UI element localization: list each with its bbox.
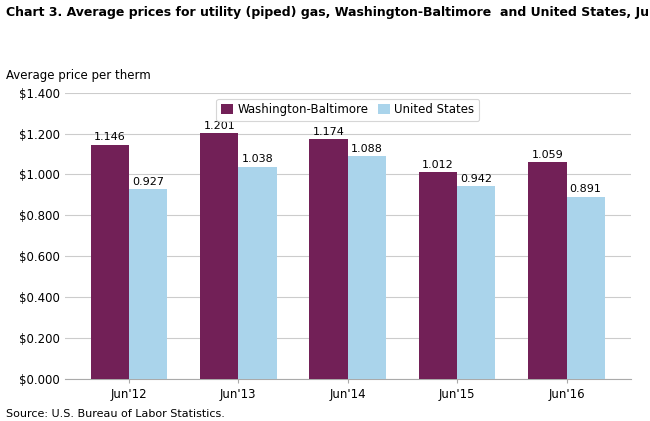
Text: Chart 3. Average prices for utility (piped) gas, Washington-Baltimore  and Unite: Chart 3. Average prices for utility (pip… <box>6 6 650 19</box>
Bar <box>567 197 604 379</box>
Text: Source: U.S. Bureau of Labor Statistics.: Source: U.S. Bureau of Labor Statistics. <box>6 409 226 419</box>
Bar <box>419 172 457 379</box>
Bar <box>91 144 129 379</box>
Text: Average price per therm: Average price per therm <box>6 69 151 82</box>
Bar <box>457 186 495 379</box>
Bar <box>239 167 277 379</box>
Bar <box>129 189 167 379</box>
Text: 1.146: 1.146 <box>94 132 125 142</box>
Text: 1.174: 1.174 <box>313 127 344 136</box>
Legend: Washington-Baltimore, United States: Washington-Baltimore, United States <box>216 99 479 121</box>
Text: 1.088: 1.088 <box>351 144 383 154</box>
Text: 0.891: 0.891 <box>569 184 602 195</box>
Bar <box>309 139 348 379</box>
Text: 1.201: 1.201 <box>203 121 235 131</box>
Text: 1.012: 1.012 <box>422 160 454 170</box>
Text: 0.942: 0.942 <box>460 174 492 184</box>
Bar <box>200 133 239 379</box>
Text: 0.927: 0.927 <box>132 177 164 187</box>
Bar <box>528 163 567 379</box>
Text: 1.059: 1.059 <box>532 150 564 160</box>
Bar <box>348 157 386 379</box>
Text: 1.038: 1.038 <box>242 155 274 164</box>
